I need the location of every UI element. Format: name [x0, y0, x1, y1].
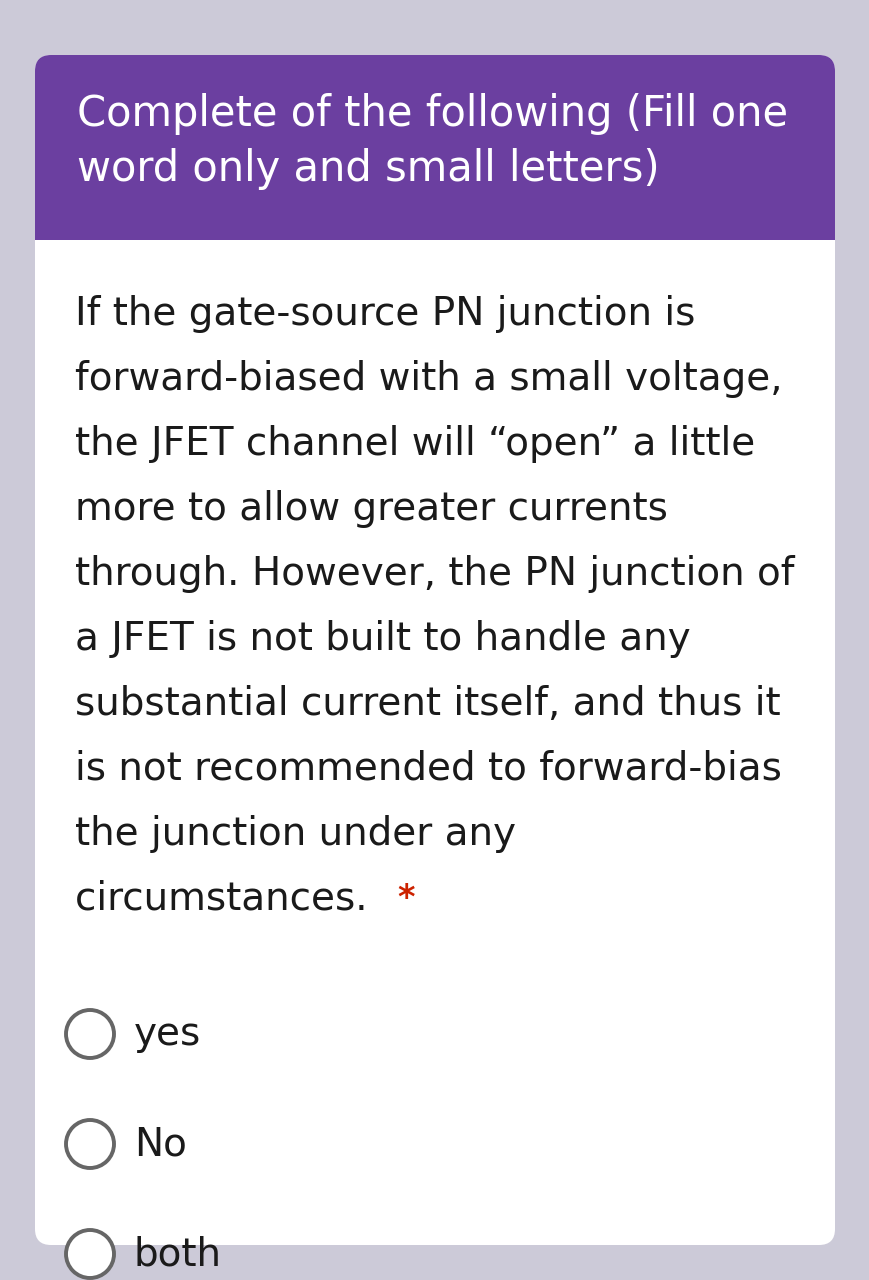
Text: forward-biased with a small voltage,: forward-biased with a small voltage,	[75, 360, 781, 398]
Text: more to allow greater currents: more to allow greater currents	[75, 490, 667, 527]
Bar	[35, 224, 834, 241]
Text: No: No	[134, 1125, 187, 1164]
FancyBboxPatch shape	[35, 55, 834, 241]
Text: the junction under any: the junction under any	[75, 815, 515, 852]
Text: If the gate-source PN junction is: If the gate-source PN junction is	[75, 294, 694, 333]
Text: substantial current itself, and thus it: substantial current itself, and thus it	[75, 685, 779, 723]
Text: through. However, the PN junction of: through. However, the PN junction of	[75, 556, 793, 593]
Circle shape	[66, 1230, 114, 1277]
Text: *: *	[396, 882, 414, 915]
Circle shape	[66, 1010, 114, 1059]
Text: yes: yes	[134, 1015, 201, 1053]
Text: is not recommended to forward-bias: is not recommended to forward-bias	[75, 750, 781, 788]
FancyBboxPatch shape	[35, 55, 834, 1245]
Text: a JFET is not built to handle any: a JFET is not built to handle any	[75, 620, 690, 658]
Text: the JFET channel will “open” a little: the JFET channel will “open” a little	[75, 425, 754, 463]
Text: both: both	[134, 1235, 222, 1274]
Circle shape	[66, 1120, 114, 1167]
Text: circumstances.: circumstances.	[75, 881, 380, 918]
Text: Complete of the following (Fill one: Complete of the following (Fill one	[77, 93, 787, 134]
Text: word only and small letters): word only and small letters)	[77, 148, 659, 189]
